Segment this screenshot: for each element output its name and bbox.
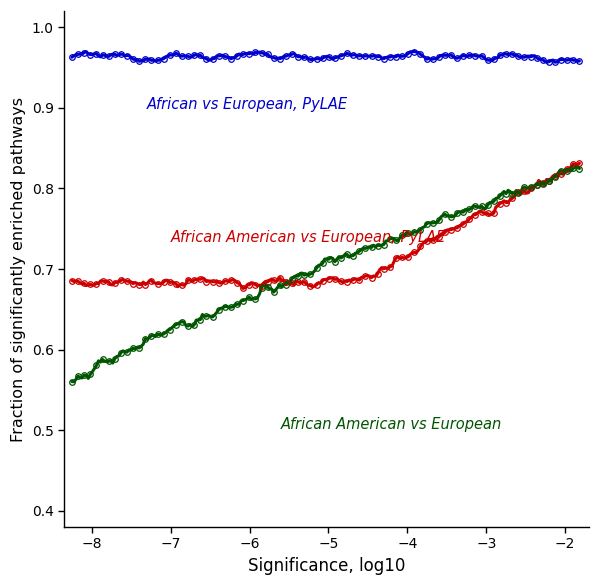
X-axis label: Significance, log10: Significance, log10 [248,557,405,575]
Y-axis label: Fraction of significantly enriched pathways: Fraction of significantly enriched pathw… [11,97,26,441]
Text: African vs European, PyLAE: African vs European, PyLAE [147,97,348,113]
Text: African American vs European: African American vs European [281,417,502,432]
Text: African American vs European, PyLAE: African American vs European, PyLAE [170,230,446,246]
